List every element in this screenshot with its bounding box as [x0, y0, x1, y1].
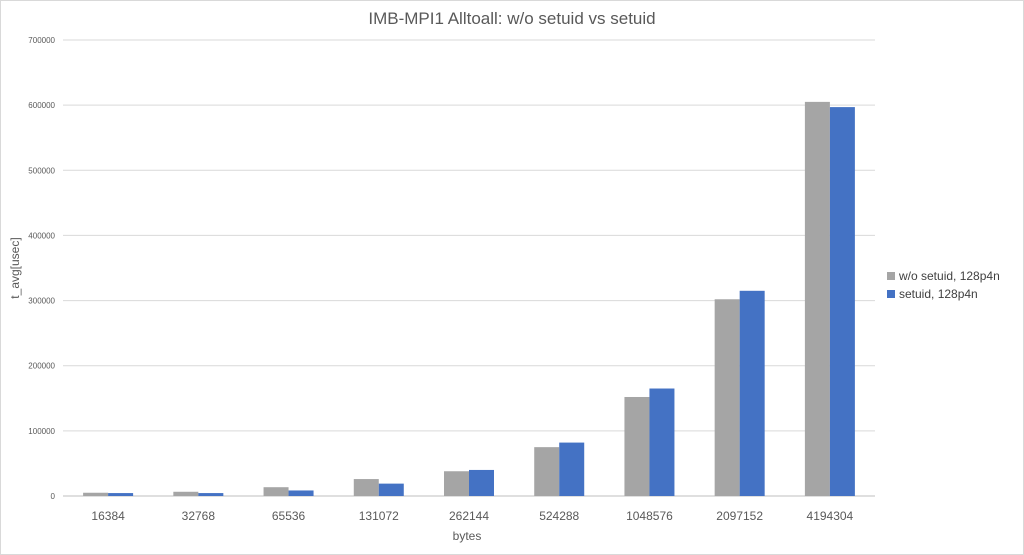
x-tick-label: 2097152: [716, 509, 763, 523]
bar: [714, 299, 740, 496]
bar: [739, 290, 765, 496]
bars: [83, 101, 855, 497]
bar: [263, 487, 289, 496]
bar: [804, 101, 830, 496]
x-tick-label: 131072: [359, 509, 399, 523]
x-axis-ticks: 16384 32768 65536 131072 262144 524288 1048576…: [91, 509, 853, 523]
x-tick-label: 262144: [449, 509, 489, 523]
bar: [444, 471, 469, 496]
bar: [198, 493, 224, 496]
legend-label: w/o setuid, 128p4n: [898, 269, 1000, 283]
legend-swatch: [887, 272, 895, 280]
x-tick-label: 16384: [91, 509, 125, 523]
x-axis-label: bytes: [453, 529, 482, 543]
chart-title: IMB-MPI1 Alltoall: w/o setuid vs setuid: [368, 9, 655, 28]
y-tick-label: 500000: [28, 166, 55, 175]
y-tick-label: 300000: [28, 297, 55, 306]
y-tick-label: 700000: [28, 36, 55, 45]
x-tick-label: 32768: [182, 509, 216, 523]
legend: w/o setuid, 128p4n setuid, 128p4n: [887, 269, 1000, 301]
bar: [173, 491, 199, 496]
y-tick-label: 0: [51, 492, 56, 501]
y-axis-ticks: 0 100000 200000 300000 400000 500000 600000 700…: [28, 36, 55, 501]
x-tick-label: 65536: [272, 509, 306, 523]
y-tick-label: 200000: [28, 362, 55, 371]
bar: [378, 483, 404, 496]
y-axis-label: t_avg[usec]: [8, 237, 22, 298]
y-tick-label: 100000: [28, 427, 55, 436]
bar: [829, 107, 855, 497]
bar: [353, 479, 379, 496]
bar: [469, 469, 494, 496]
bar: [559, 442, 585, 496]
x-tick-label: 1048576: [626, 509, 673, 523]
bar: [649, 388, 675, 496]
x-tick-label: 524288: [539, 509, 579, 523]
bar: [288, 490, 314, 496]
legend-label: setuid, 128p4n: [899, 287, 978, 301]
bar: [624, 396, 650, 496]
y-tick-label: 600000: [28, 101, 55, 110]
y-tick-label: 400000: [28, 231, 55, 240]
bar: [534, 447, 560, 496]
legend-swatch: [887, 290, 895, 298]
bar: [108, 493, 134, 496]
bar: [83, 492, 109, 496]
gridlines: [63, 39, 875, 497]
x-tick-label: 4194304: [807, 509, 854, 523]
